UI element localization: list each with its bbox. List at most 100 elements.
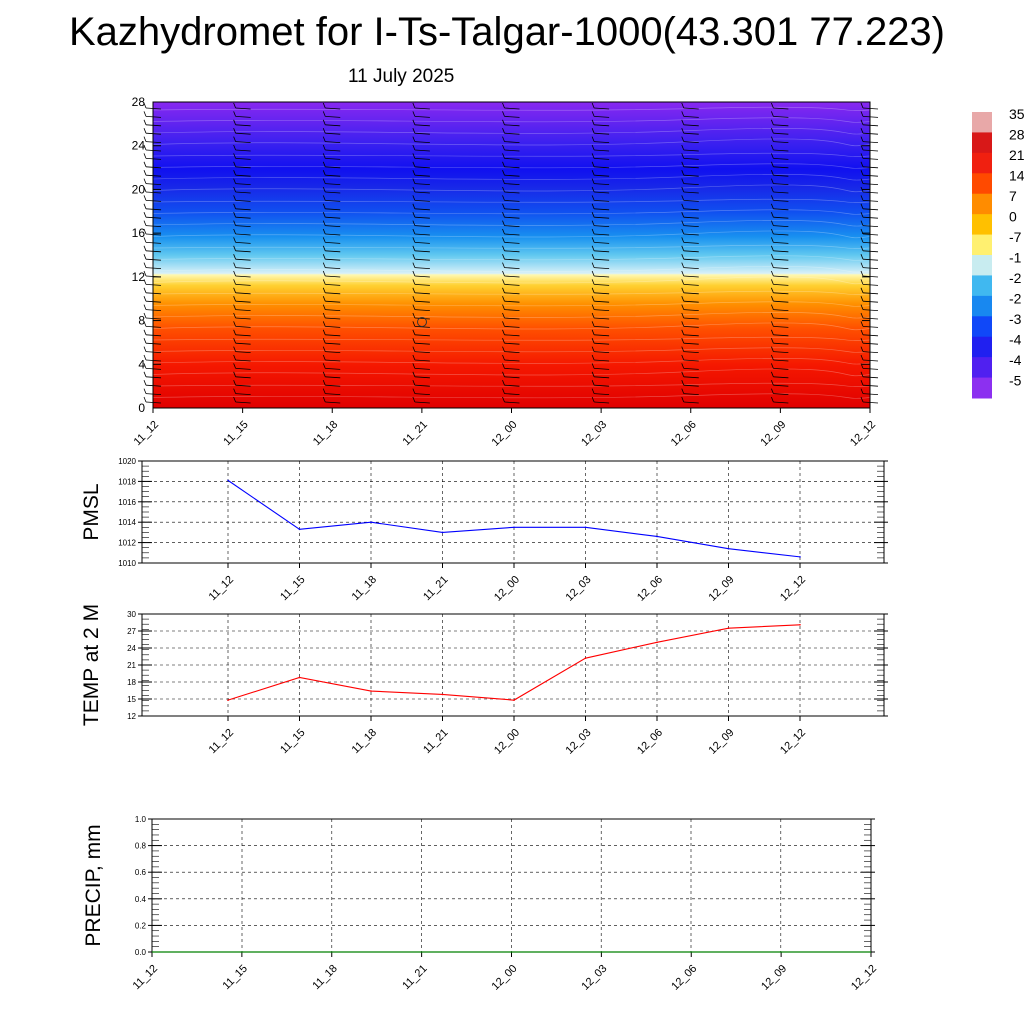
wind-barb bbox=[773, 326, 789, 328]
wind-barb-flag bbox=[860, 354, 864, 361]
wind-barb-flag bbox=[322, 312, 326, 319]
wind-barb bbox=[235, 300, 251, 303]
wind-barb bbox=[773, 200, 789, 202]
wind-barb-flag bbox=[771, 102, 774, 109]
wind-barb-flag bbox=[412, 153, 416, 159]
wind-barb-flag bbox=[322, 287, 326, 293]
x-tick-label: 12_09 bbox=[707, 727, 737, 757]
wind-barb-flag bbox=[771, 329, 774, 335]
wind-barb bbox=[594, 183, 610, 185]
wind-barb bbox=[773, 300, 789, 303]
wind-barb-flag bbox=[591, 119, 595, 125]
wind-barb bbox=[683, 107, 699, 110]
x-tick-label: 11_15 bbox=[220, 963, 250, 993]
wind-barb-flag bbox=[143, 144, 147, 151]
wind-barb-flag bbox=[322, 304, 326, 310]
colorbar-label: -2 bbox=[1009, 270, 1022, 286]
wind-barb bbox=[414, 309, 430, 311]
wind-barb bbox=[325, 300, 341, 303]
wind-barb-flag bbox=[322, 262, 326, 268]
wind-barb bbox=[683, 141, 699, 143]
wind-barb bbox=[414, 300, 430, 303]
x-tick-label: 11_18 bbox=[350, 574, 380, 604]
contour-line bbox=[152, 209, 871, 215]
wind-barb bbox=[594, 132, 610, 135]
wind-barb bbox=[414, 334, 430, 337]
wind-barb bbox=[683, 250, 699, 253]
colorbar-label: -7 bbox=[1009, 229, 1022, 245]
data-point bbox=[441, 531, 444, 534]
wind-barb-flag bbox=[412, 195, 416, 201]
wind-barb-flag bbox=[502, 321, 505, 327]
wind-barb bbox=[683, 326, 699, 328]
wind-barb bbox=[594, 275, 610, 278]
wind-barb-flag bbox=[412, 279, 416, 285]
wind-barb bbox=[414, 393, 430, 395]
y-tick-label: 12 bbox=[132, 270, 146, 284]
y-tick-label: 0.8 bbox=[135, 842, 147, 851]
wind-barb-flag bbox=[412, 287, 416, 293]
wind-barb-flag bbox=[412, 136, 416, 142]
wind-barb-flag bbox=[233, 270, 236, 277]
x-tick-label: 12_03 bbox=[579, 963, 609, 993]
wind-barb-flag bbox=[412, 102, 416, 109]
x-tick-label: 11_12 bbox=[131, 963, 161, 993]
wind-barb-flag bbox=[681, 237, 685, 243]
wind-barb-flag bbox=[233, 170, 236, 176]
wind-barb-flag bbox=[143, 170, 147, 176]
wind-barb-flag bbox=[322, 346, 326, 352]
data-point bbox=[298, 676, 301, 679]
wind-barb bbox=[504, 166, 520, 169]
chart-title: Kazhydromet for I-Ts-Talgar-1000(43.301 … bbox=[68, 10, 945, 54]
wind-barb bbox=[594, 368, 610, 370]
wind-barb-flag bbox=[860, 371, 864, 377]
wind-barb-flag bbox=[233, 371, 236, 377]
colorbar-label: -4 bbox=[1009, 332, 1022, 348]
wind-barb-flag bbox=[143, 363, 147, 369]
wind-barb bbox=[504, 124, 520, 127]
wind-barb bbox=[235, 393, 251, 395]
wind-barb-flag bbox=[771, 388, 774, 394]
wind-barb-flag bbox=[412, 178, 416, 184]
wind-barb-flag bbox=[233, 338, 236, 344]
wind-barb-flag bbox=[412, 304, 416, 310]
wind-barb bbox=[235, 116, 251, 118]
wind-barb bbox=[594, 250, 610, 253]
wind-barb-flag bbox=[233, 119, 236, 125]
wind-barb bbox=[235, 200, 251, 202]
wind-barb bbox=[235, 124, 251, 127]
contour-line bbox=[152, 276, 871, 285]
wind-barb-flag bbox=[681, 346, 685, 352]
wind-barb-flag bbox=[591, 312, 595, 319]
wind-barb bbox=[504, 116, 520, 118]
x-tick-label: 12_00 bbox=[490, 963, 520, 993]
data-point bbox=[584, 526, 587, 529]
wind-barb bbox=[773, 275, 789, 278]
wind-barb-flag bbox=[860, 380, 864, 386]
wind-barb bbox=[773, 141, 789, 143]
x-tick-label: 12_12 bbox=[778, 574, 808, 604]
wind-barb bbox=[414, 174, 430, 177]
wind-barb bbox=[414, 368, 430, 370]
wind-barb-flag bbox=[322, 102, 326, 109]
wind-barb-flag bbox=[591, 195, 595, 201]
wind-barb bbox=[594, 107, 610, 110]
wind-barb-flag bbox=[233, 212, 236, 218]
wind-barb bbox=[683, 317, 699, 320]
wind-barb bbox=[773, 149, 789, 152]
contour-line bbox=[152, 230, 871, 239]
wind-barb-flag bbox=[233, 102, 236, 109]
wind-barb bbox=[683, 401, 699, 404]
wind-barb-flag bbox=[143, 388, 147, 394]
wind-barb bbox=[504, 300, 520, 303]
pmsl-panel: 1010 1012 1014 1016 1018 1020 11_12 11_15 11_18 1… bbox=[80, 457, 888, 604]
y-tick-label: 24 bbox=[132, 139, 146, 153]
wind-barb-flag bbox=[143, 346, 147, 352]
wind-barb bbox=[683, 384, 699, 387]
wind-barb bbox=[325, 351, 341, 353]
wind-barb-flag bbox=[591, 136, 595, 142]
wind-barb-flag bbox=[771, 144, 774, 151]
wind-barb bbox=[414, 384, 430, 387]
contour-line bbox=[152, 290, 871, 295]
y-tick-label: 1020 bbox=[118, 457, 136, 466]
